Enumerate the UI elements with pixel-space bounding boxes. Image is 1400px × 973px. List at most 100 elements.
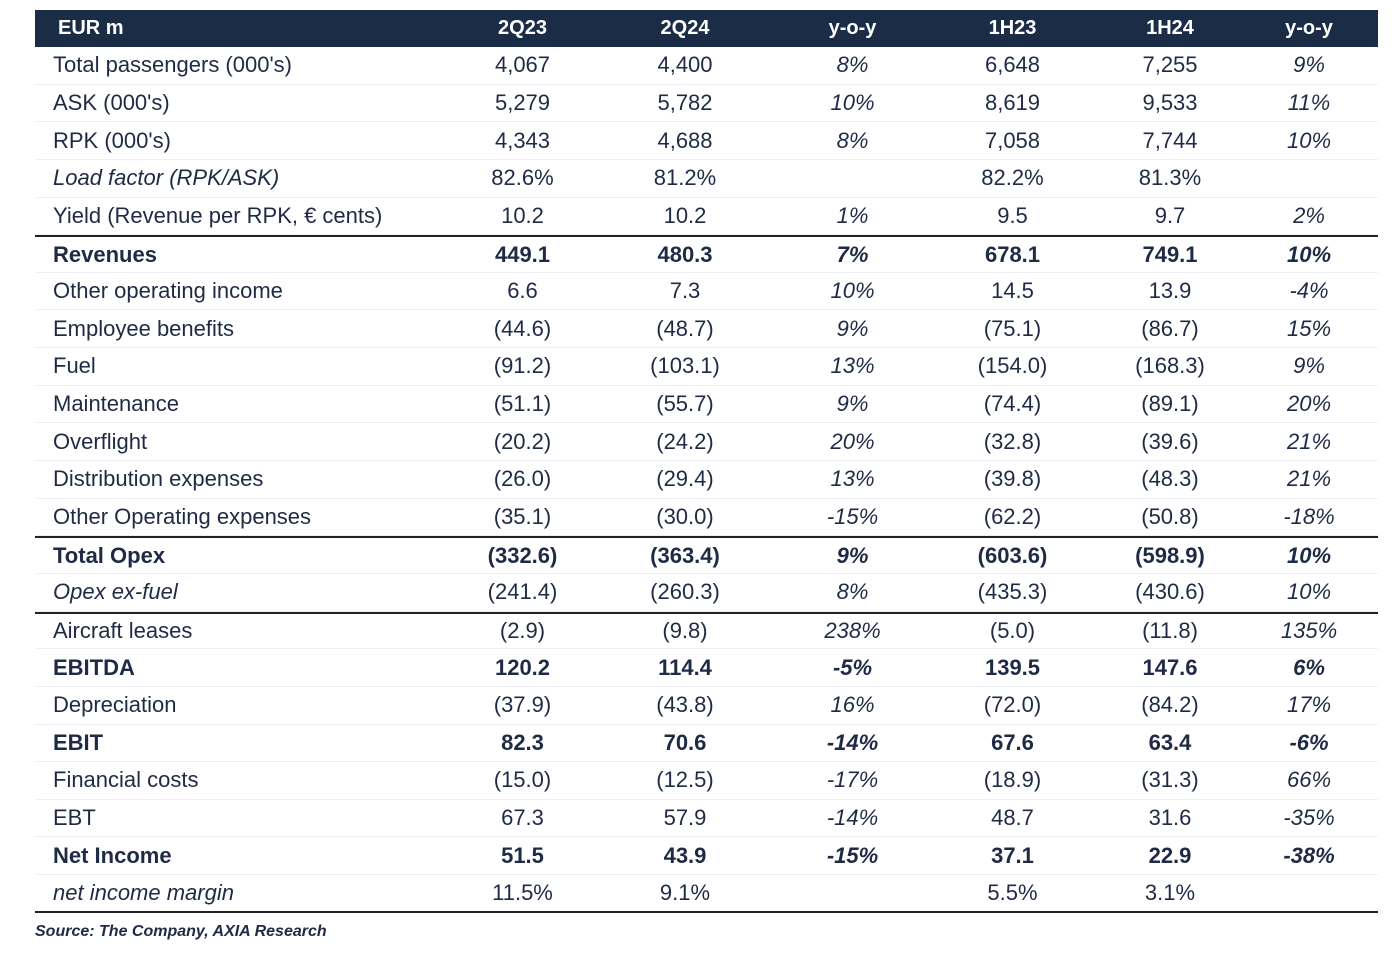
- row-label: Financial costs: [53, 767, 199, 793]
- value-2q24: 4,688: [657, 127, 713, 153]
- value-yoy-quarter: 1%: [836, 202, 869, 228]
- table-row: net income margin 11.5% 9.1% 5.5% 3.1%: [35, 875, 1378, 913]
- value-1h23: 139.5: [984, 654, 1041, 680]
- value-yoy-quarter: 7%: [836, 241, 869, 267]
- value-2q23: 6.6: [507, 278, 538, 304]
- value-yoy-half: 21%: [1286, 466, 1332, 492]
- table-row: Employee benefits (44.6) (48.7) 9% (75.1) (86…: [35, 310, 1378, 349]
- value-yoy-quarter: -14%: [826, 729, 879, 755]
- value-1h24: 7,255: [1142, 52, 1198, 78]
- value-2q24: (43.8): [656, 692, 714, 718]
- value-yoy-half: -4%: [1289, 278, 1329, 304]
- value-yoy-quarter: 20%: [830, 428, 875, 454]
- value-yoy-quarter: 9%: [836, 391, 869, 417]
- row-label: Load factor (RPK/ASK): [53, 165, 280, 191]
- table-row: Total passengers (000's) 4,067 4,400 8% 6,64…: [35, 47, 1378, 85]
- row-label: ASK (000's): [53, 89, 170, 115]
- value-2q23: (15.0): [493, 767, 552, 793]
- value-2q24: 7.3: [669, 278, 701, 304]
- value-2q23: 449.1: [494, 241, 551, 267]
- row-label: net income margin: [53, 879, 234, 905]
- value-2q24: 4,400: [657, 52, 713, 78]
- value-yoy-quarter: -17%: [826, 767, 879, 793]
- value-yoy-half: -6%: [1289, 729, 1329, 755]
- header-label: EUR m: [58, 17, 124, 39]
- row-label: Other Operating expenses: [53, 504, 312, 529]
- value-yoy-half: 9%: [1293, 353, 1325, 379]
- value-2q23: 11.5%: [492, 879, 553, 905]
- value-yoy-quarter: 10%: [830, 89, 875, 115]
- value-yoy-half: -38%: [1283, 842, 1335, 868]
- value-2q24: 114.4: [658, 654, 712, 680]
- value-1h24: (11.8): [1142, 617, 1198, 643]
- table-row: Net Income 51.5 43.9 -15% 37.1 22.9 -38%: [35, 837, 1378, 876]
- value-2q24: (30.0): [656, 504, 714, 529]
- value-yoy-quarter: 9%: [836, 542, 869, 568]
- value-yoy-half: 66%: [1286, 767, 1332, 793]
- row-label: Total Opex: [53, 542, 166, 568]
- value-1h23: (32.8): [983, 428, 1042, 454]
- value-2q24: 70.6: [663, 729, 707, 755]
- value-yoy-quarter: -15%: [826, 504, 879, 529]
- value-yoy-quarter: -5%: [832, 654, 873, 680]
- value-1h23: (154.0): [977, 353, 1048, 379]
- value-1h23: 8,619: [984, 89, 1041, 115]
- value-1h23: (39.8): [983, 466, 1042, 492]
- value-yoy-half: 11%: [1287, 89, 1331, 115]
- row-label: EBIT: [53, 729, 104, 755]
- value-1h23: (18.9): [983, 767, 1042, 793]
- header-1h24: 1H24: [1146, 17, 1194, 39]
- header-yoy-quarter: y-o-y: [828, 17, 877, 39]
- row-label: Other operating income: [53, 278, 283, 304]
- table-row: Distribution expenses (26.0) (29.4) 13% (39.…: [35, 461, 1378, 499]
- row-label: Yield (Revenue per RPK, € cents): [53, 202, 383, 228]
- value-yoy-half: 20%: [1286, 391, 1332, 417]
- value-1h23: (435.3): [977, 579, 1048, 605]
- value-2q24: 81.2%: [653, 165, 717, 191]
- value-yoy-quarter: 10%: [830, 278, 875, 304]
- value-yoy-half: 17%: [1286, 692, 1332, 718]
- table-row: Overflight (20.2) (24.2) 20% (32.8) (39.6) 21%: [35, 423, 1378, 462]
- row-label: Net Income: [53, 842, 172, 868]
- value-2q23: (26.0): [493, 466, 552, 492]
- value-2q23: (2.9): [499, 617, 546, 643]
- financial-table: EUR m 2Q23 2Q24 y-o-y 1H23 1H24 y-o-y To…: [35, 10, 1378, 913]
- value-yoy-half: 135%: [1280, 617, 1338, 643]
- value-2q24: 57.9: [663, 805, 707, 831]
- table-row: Load factor (RPK/ASK) 82.6% 81.2% 82.2% 81.3…: [35, 160, 1378, 198]
- value-2q24: (55.7): [656, 391, 714, 417]
- table-row: ASK (000's) 5,279 5,782 10% 8,619 9,533 11%: [35, 85, 1378, 123]
- value-1h23: 6,648: [984, 52, 1041, 78]
- value-1h24: (48.3): [1141, 466, 1199, 492]
- value-yoy-half: 6%: [1293, 654, 1325, 680]
- row-label: EBT: [53, 805, 96, 831]
- table-row: Opex ex-fuel (241.4) (260.3) 8% (435.3) (430.…: [35, 574, 1378, 612]
- value-2q24: 9.1%: [659, 879, 711, 905]
- table-row: Other Operating expenses (35.1) (30.0) -15%…: [35, 499, 1378, 537]
- value-1h23: (603.6): [977, 542, 1048, 568]
- value-2q23: (35.1): [493, 504, 552, 529]
- value-1h24: 749.1: [1142, 241, 1198, 267]
- value-1h23: 9.5: [997, 202, 1028, 228]
- table-row: Maintenance (51.1) (55.7) 9% (74.4) (89.1) 20%: [35, 386, 1378, 424]
- table-row: Financial costs (15.0) (12.5) -17% (18.9) (31…: [35, 762, 1378, 800]
- value-1h24: (86.7): [1141, 315, 1199, 341]
- value-1h24: (39.6): [1141, 428, 1199, 454]
- table-row: Total Opex (332.6) (363.4) 9% (603.6) (598.9)…: [35, 536, 1378, 574]
- row-label: Distribution expenses: [53, 466, 264, 492]
- value-1h23: 37.1: [991, 842, 1034, 868]
- value-1h23: 14.5: [991, 278, 1034, 304]
- value-1h24: 31.6: [1148, 805, 1192, 831]
- value-1h24: 22.9: [1148, 842, 1192, 868]
- value-2q24: 480.3: [657, 241, 713, 267]
- value-yoy-half: 10%: [1286, 127, 1332, 153]
- table-body: Total passengers (000's) 4,067 4,400 8% 6,64…: [35, 47, 1378, 913]
- value-1h23: 82.2%: [981, 165, 1044, 191]
- row-label: Maintenance: [53, 391, 179, 417]
- value-1h24: (598.9): [1135, 542, 1205, 568]
- value-2q24: (12.5): [656, 767, 714, 793]
- value-yoy-half: 10%: [1286, 542, 1332, 568]
- value-1h23: (62.2): [983, 504, 1042, 529]
- row-label: Aircraft leases: [53, 617, 193, 643]
- value-yoy-quarter: 13%: [830, 353, 875, 379]
